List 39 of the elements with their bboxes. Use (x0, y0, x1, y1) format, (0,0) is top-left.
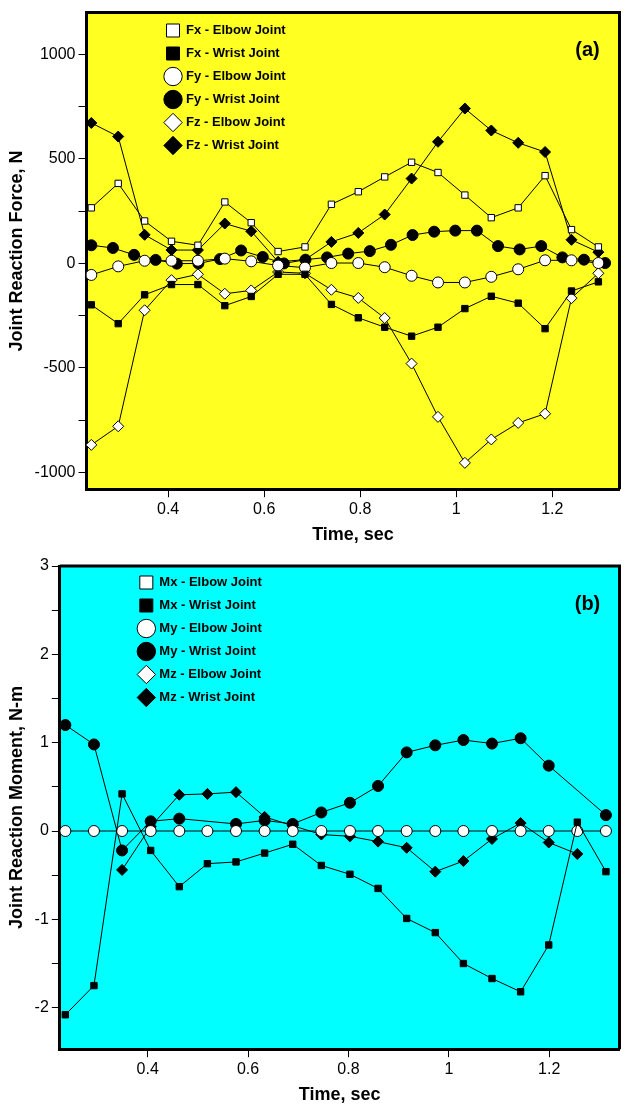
x-tick-label: 1 (444, 1060, 454, 1078)
annotation: (b) (574, 591, 601, 614)
legend-label: Mz - Elbow Joint (159, 666, 262, 682)
y-tick-label: 0 (66, 253, 76, 271)
x-tick-label: 1.2 (538, 1060, 561, 1078)
y-tick-label: 1 (39, 733, 49, 751)
legend-label: Fy - Elbow Joint (186, 68, 287, 84)
legend-label: My - Wrist Joint (159, 643, 257, 659)
y-tick-label: 0 (39, 821, 49, 839)
x-tick-label: 1 (451, 500, 461, 518)
legend-label: Fx - Elbow Joint (186, 22, 287, 38)
x-tick-label: 0.4 (157, 500, 180, 518)
legend-label: Mx - Elbow Joint (159, 574, 263, 590)
y-axis-title: Joint Reaction Force, N (5, 150, 26, 352)
legend-label: My - Elbow Joint (159, 620, 263, 636)
y-tick-label: 1000 (39, 44, 76, 62)
legend-label: Fx - Wrist Joint (186, 45, 281, 61)
legend-label: Fz - Elbow Joint (186, 114, 286, 130)
x-tick-label: 0.6 (253, 500, 276, 518)
x-tick-label: 0.8 (349, 500, 372, 518)
y-tick-label: 2 (39, 644, 49, 662)
y-axis-title: Joint Reaction Moment, N-m (5, 686, 26, 930)
legend-label: Mx - Wrist Joint (159, 597, 257, 613)
legend-label: Mz - Wrist Joint (159, 689, 256, 705)
x-tick-label: 0.4 (136, 1060, 159, 1078)
y-tick-label: -2 (34, 998, 49, 1016)
x-axis-title: Time, sec (312, 524, 394, 545)
legend-label: Fy - Wrist Joint (186, 91, 281, 107)
x-tick-label: 0.6 (236, 1060, 260, 1078)
annotation: (a) (575, 38, 600, 61)
x-axis-title: Time, sec (298, 1084, 381, 1105)
y-tick-label: -1 (34, 909, 49, 927)
x-tick-label: 0.8 (337, 1060, 360, 1078)
legend-label: Fz - Wrist Joint (186, 137, 280, 153)
y-tick-label: 3 (39, 556, 49, 574)
x-tick-label: 1.2 (541, 500, 564, 518)
y-tick-label: -500 (43, 358, 76, 376)
y-tick-label: -1000 (34, 462, 76, 480)
y-tick-label: 500 (48, 149, 76, 167)
